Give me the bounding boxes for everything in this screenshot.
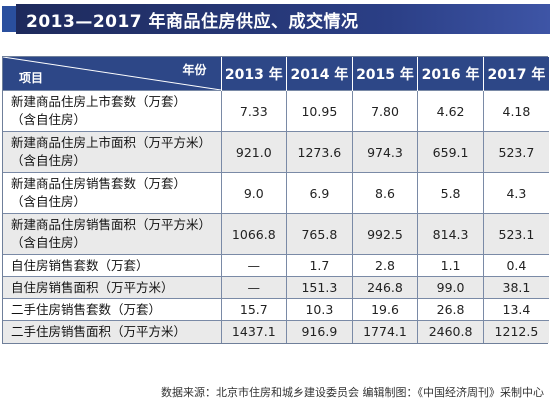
value-cell: 992.5: [351, 213, 418, 255]
value-cell: 246.8: [351, 276, 418, 299]
row-label-line: 新建商品住房销售面积（万平方米）: [11, 217, 212, 232]
value-cell: 19.6: [351, 298, 418, 321]
row-label-line: （含自住房）: [11, 194, 87, 209]
title-background: 2013—2017 年商品住房供应、成交情况: [16, 4, 550, 34]
value-cell: 765.8: [286, 213, 353, 255]
value-cell: 659.1: [417, 131, 484, 173]
value-cell: 4.18: [482, 90, 549, 132]
row-label-line: （含自住房）: [11, 153, 87, 168]
table-row: 新建商品住房上市面积（万平方米） （含自住房） 921.0 1273.6 974.3 65…: [3, 131, 549, 173]
row-label-line: 二手住房销售套数（万套）: [11, 301, 162, 317]
row-label-line: 新建商品住房上市面积（万平方米）: [11, 135, 212, 150]
table-row: 二手住房销售套数（万套） 15.7 10.3 19.6 26.8 13.4: [3, 298, 549, 321]
table-row: 自住房销售面积（万平方米） —151.3 246.8 99.0 38.1: [3, 276, 549, 299]
value-cell: —: [220, 254, 287, 277]
row-label: 自住房销售套数（万套）: [3, 254, 221, 277]
value-cell: 4.62: [417, 90, 484, 132]
value-cell: 7.33: [220, 90, 287, 132]
row-label-line: （含自住房）: [11, 112, 87, 127]
page-title: 2013—2017 年商品住房供应、成交情况: [26, 11, 359, 32]
value-cell: 916.9: [286, 320, 353, 343]
value-cell: 921.0: [220, 131, 287, 173]
table-row: 新建商品住房销售面积（万平方米） （含自住房） 1066.8 765.8 992.5 81…: [3, 213, 549, 255]
header-item-label: 项目: [19, 71, 44, 85]
row-label-line: 自住房销售套数（万套）: [11, 257, 149, 273]
row-label-line: （含自住房）: [11, 235, 87, 250]
table-row: 新建商品住房销售套数（万套） （含自住房） 9.0 6.9 8.6 5.8 4.3: [3, 172, 549, 214]
value-cell: —: [220, 276, 287, 299]
value-cell: 2.8: [351, 254, 418, 277]
data-table-wrapper: 项目 年份 2013 年 2014 年 2015 年 2016 年 2017 年…: [2, 56, 549, 344]
value-cell: 26.8: [417, 298, 484, 321]
value-cell: 1273.6: [286, 131, 353, 173]
header-year-2017: 2017 年: [482, 57, 549, 91]
value-cell: 1437.1: [220, 320, 287, 343]
row-label: 新建商品住房上市面积（万平方米） （含自住房）: [3, 131, 221, 173]
value-cell: 814.3: [417, 213, 484, 255]
value-cell: 10.95: [286, 90, 353, 132]
header-year-2015: 2015 年: [351, 57, 418, 91]
row-label-line: 新建商品住房销售套数（万套）: [11, 176, 187, 191]
value-cell: 1.1: [417, 254, 484, 277]
value-cell: 974.3: [351, 131, 418, 173]
table-body: 新建商品住房上市套数（万套） （含自住房） 7.33 10.95 7.80 4.62 4.1…: [3, 90, 549, 343]
value-cell: 2460.8: [417, 320, 484, 343]
row-label: 新建商品住房上市套数（万套） （含自住房）: [3, 90, 221, 132]
header-year-2013: 2013 年: [220, 57, 287, 91]
row-label-line: 自住房销售面积（万平方米）: [11, 279, 174, 295]
table-row: 自住房销售套数（万套） —1.7 2.8 1.1 0.4: [3, 254, 549, 277]
value-cell: 13.4: [482, 298, 549, 321]
value-cell: 1212.5: [482, 320, 549, 343]
table-row: 新建商品住房上市套数（万套） （含自住房） 7.33 10.95 7.80 4.62 4.1…: [3, 90, 549, 132]
row-label: 二手住房销售套数（万套）: [3, 298, 221, 321]
value-cell: 38.1: [482, 276, 549, 299]
row-label: 二手住房销售面积（万平方米）: [3, 320, 221, 343]
title-accent-mark: [2, 6, 16, 32]
header-year-2014: 2014 年: [286, 57, 353, 91]
value-cell: 6.9: [286, 172, 353, 214]
header-row: 项目 年份 2013 年 2014 年 2015 年 2016 年 2017 年: [3, 57, 549, 91]
value-cell: 7.80: [351, 90, 418, 132]
row-label: 新建商品住房销售套数（万套） （含自住房）: [3, 172, 221, 214]
title-bar: 2013—2017 年商品住房供应、成交情况: [0, 4, 550, 34]
header-corner-cell: 项目 年份: [3, 57, 221, 91]
value-cell: 1.7: [286, 254, 353, 277]
corner-diagonal-line: [3, 57, 221, 90]
value-cell: 523.7: [482, 131, 549, 173]
header-year-2016: 2016 年: [417, 57, 484, 91]
row-label-line: 二手住房销售面积（万平方米）: [11, 323, 187, 339]
row-label: 自住房销售面积（万平方米）: [3, 276, 221, 299]
value-cell: 99.0: [417, 276, 484, 299]
value-cell: 151.3: [286, 276, 353, 299]
value-cell: 1066.8: [220, 213, 287, 255]
value-cell: 0.4: [482, 254, 549, 277]
value-cell: 4.3: [482, 172, 549, 214]
table-row: 二手住房销售面积（万平方米） 1437.1 916.9 1774.1 2460.8 121…: [3, 320, 549, 343]
value-cell: 15.7: [220, 298, 287, 321]
source-note: 数据来源：北京市住房和城乡建设委员会 编辑制图：《中国经济周刊》采制中心: [161, 386, 544, 399]
value-cell: 1774.1: [351, 320, 418, 343]
value-cell: 5.8: [417, 172, 484, 214]
value-cell: 8.6: [351, 172, 418, 214]
header-year-label: 年份: [182, 63, 207, 77]
value-cell: 523.1: [482, 213, 549, 255]
value-cell: 10.3: [286, 298, 353, 321]
value-cell: 9.0: [220, 172, 287, 214]
row-label: 新建商品住房销售面积（万平方米） （含自住房）: [3, 213, 221, 255]
row-label-line: 新建商品住房上市套数（万套）: [11, 94, 187, 109]
data-table: 项目 年份 2013 年 2014 年 2015 年 2016 年 2017 年…: [3, 57, 549, 343]
